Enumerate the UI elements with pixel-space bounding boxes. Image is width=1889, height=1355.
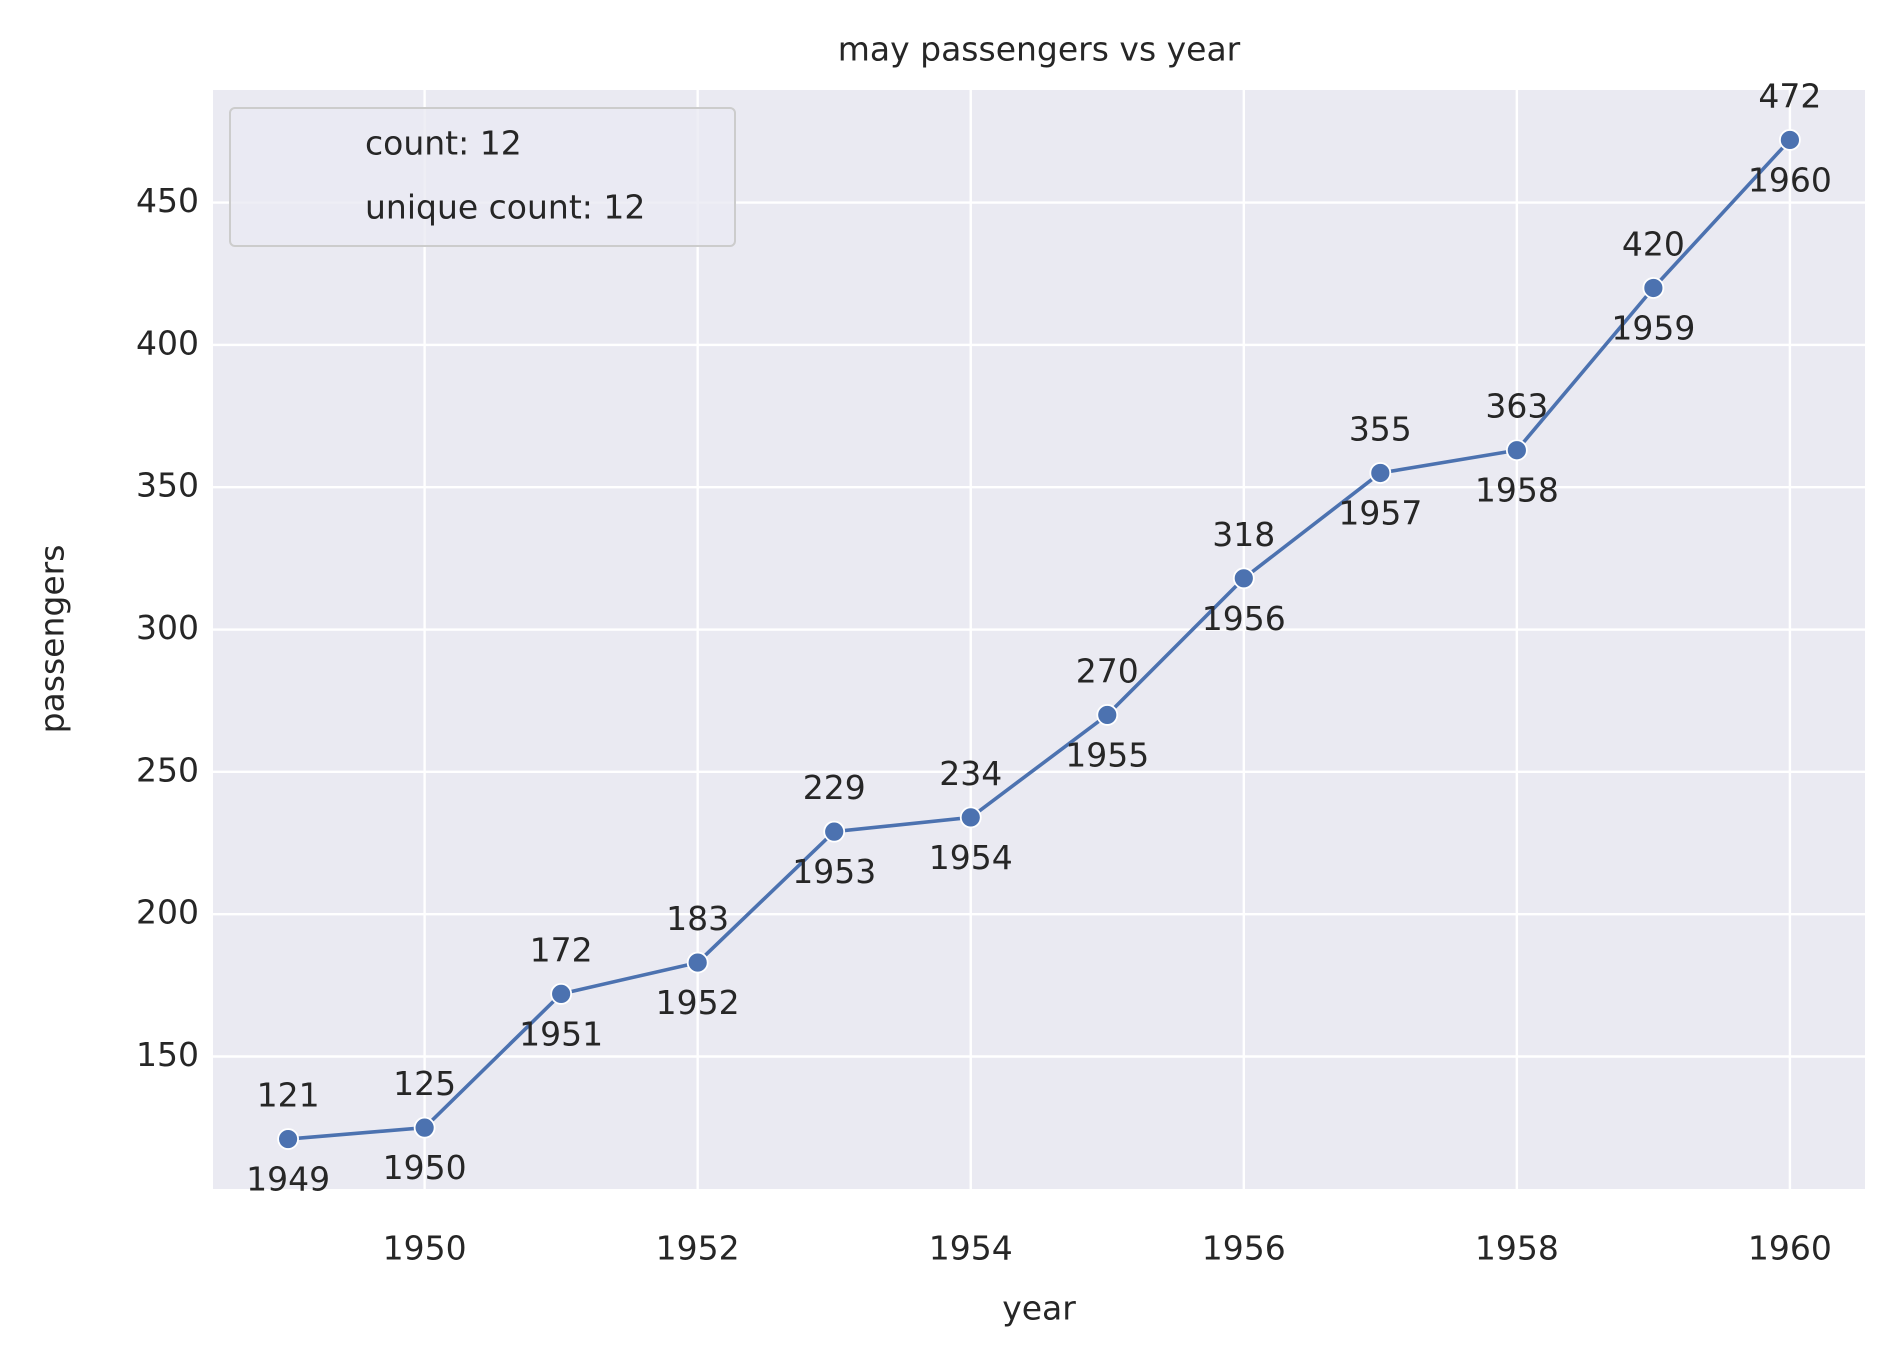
point-year-label: 1959 (1611, 308, 1695, 347)
x-axis-label: year (1002, 1289, 1076, 1328)
x-tick-label: 1958 (1475, 1229, 1559, 1268)
point-year-label: 1950 (383, 1148, 467, 1187)
legend-entry: unique count: 12 (365, 188, 645, 227)
point (1096, 704, 1119, 726)
point (823, 820, 846, 843)
value-label: 229 (803, 768, 866, 807)
x-tick-label: 1960 (1748, 1229, 1832, 1268)
point-year-label: 1954 (929, 838, 1013, 877)
x-tick-label: 1956 (1202, 1229, 1286, 1268)
point (686, 951, 709, 974)
x-tick-label: 1952 (656, 1229, 740, 1268)
y-tick-label: 350 (136, 466, 199, 505)
point-year-label: 1955 (1065, 735, 1149, 774)
x-tick-label: 1954 (929, 1229, 1013, 1268)
point-year-label: 1953 (792, 852, 876, 891)
point (1232, 567, 1255, 590)
point (277, 1128, 299, 1150)
point-year-label: 1952 (656, 983, 740, 1022)
chart-title: may passengers vs year (838, 30, 1241, 69)
y-tick-label: 250 (136, 750, 199, 789)
value-label: 270 (1076, 651, 1139, 690)
y-tick-label: 300 (136, 608, 199, 647)
value-label: 318 (1212, 515, 1275, 554)
value-label: 125 (393, 1064, 456, 1103)
y-tick-label: 150 (136, 1035, 199, 1074)
point-year-label: 1956 (1202, 599, 1286, 638)
y-axis-label: passengers (33, 545, 72, 734)
y-tick-label: 400 (136, 323, 199, 362)
value-label: 121 (257, 1076, 320, 1115)
y-tick-label: 200 (136, 893, 199, 932)
legend-box (229, 107, 736, 247)
point-year-label: 1957 (1338, 493, 1422, 532)
x-tick-label: 1950 (383, 1229, 467, 1268)
point (1505, 439, 1528, 462)
point-year-label: 1960 (1748, 160, 1832, 199)
point-year-label: 1958 (1475, 471, 1559, 510)
point (1642, 277, 1665, 299)
value-label: 420 (1622, 224, 1685, 263)
point (550, 982, 573, 1005)
value-label: 355 (1349, 409, 1412, 448)
value-label: 172 (530, 930, 593, 969)
point-year-label: 1951 (519, 1014, 603, 1053)
marks (277, 129, 1801, 1150)
point (1779, 129, 1801, 151)
point (413, 1116, 436, 1139)
value-label: 472 (1758, 76, 1821, 115)
line (287, 138, 1792, 1141)
point (959, 806, 982, 829)
legend-entry: count: 12 (365, 124, 522, 163)
value-label: 363 (1485, 387, 1548, 426)
value-label: 183 (666, 899, 729, 938)
grid (213, 90, 1865, 1189)
plot-area (213, 90, 1865, 1189)
point (1369, 462, 1392, 484)
point-year-label: 1949 (246, 1160, 330, 1199)
value-label: 234 (939, 754, 1002, 793)
y-tick-label: 450 (136, 181, 199, 220)
